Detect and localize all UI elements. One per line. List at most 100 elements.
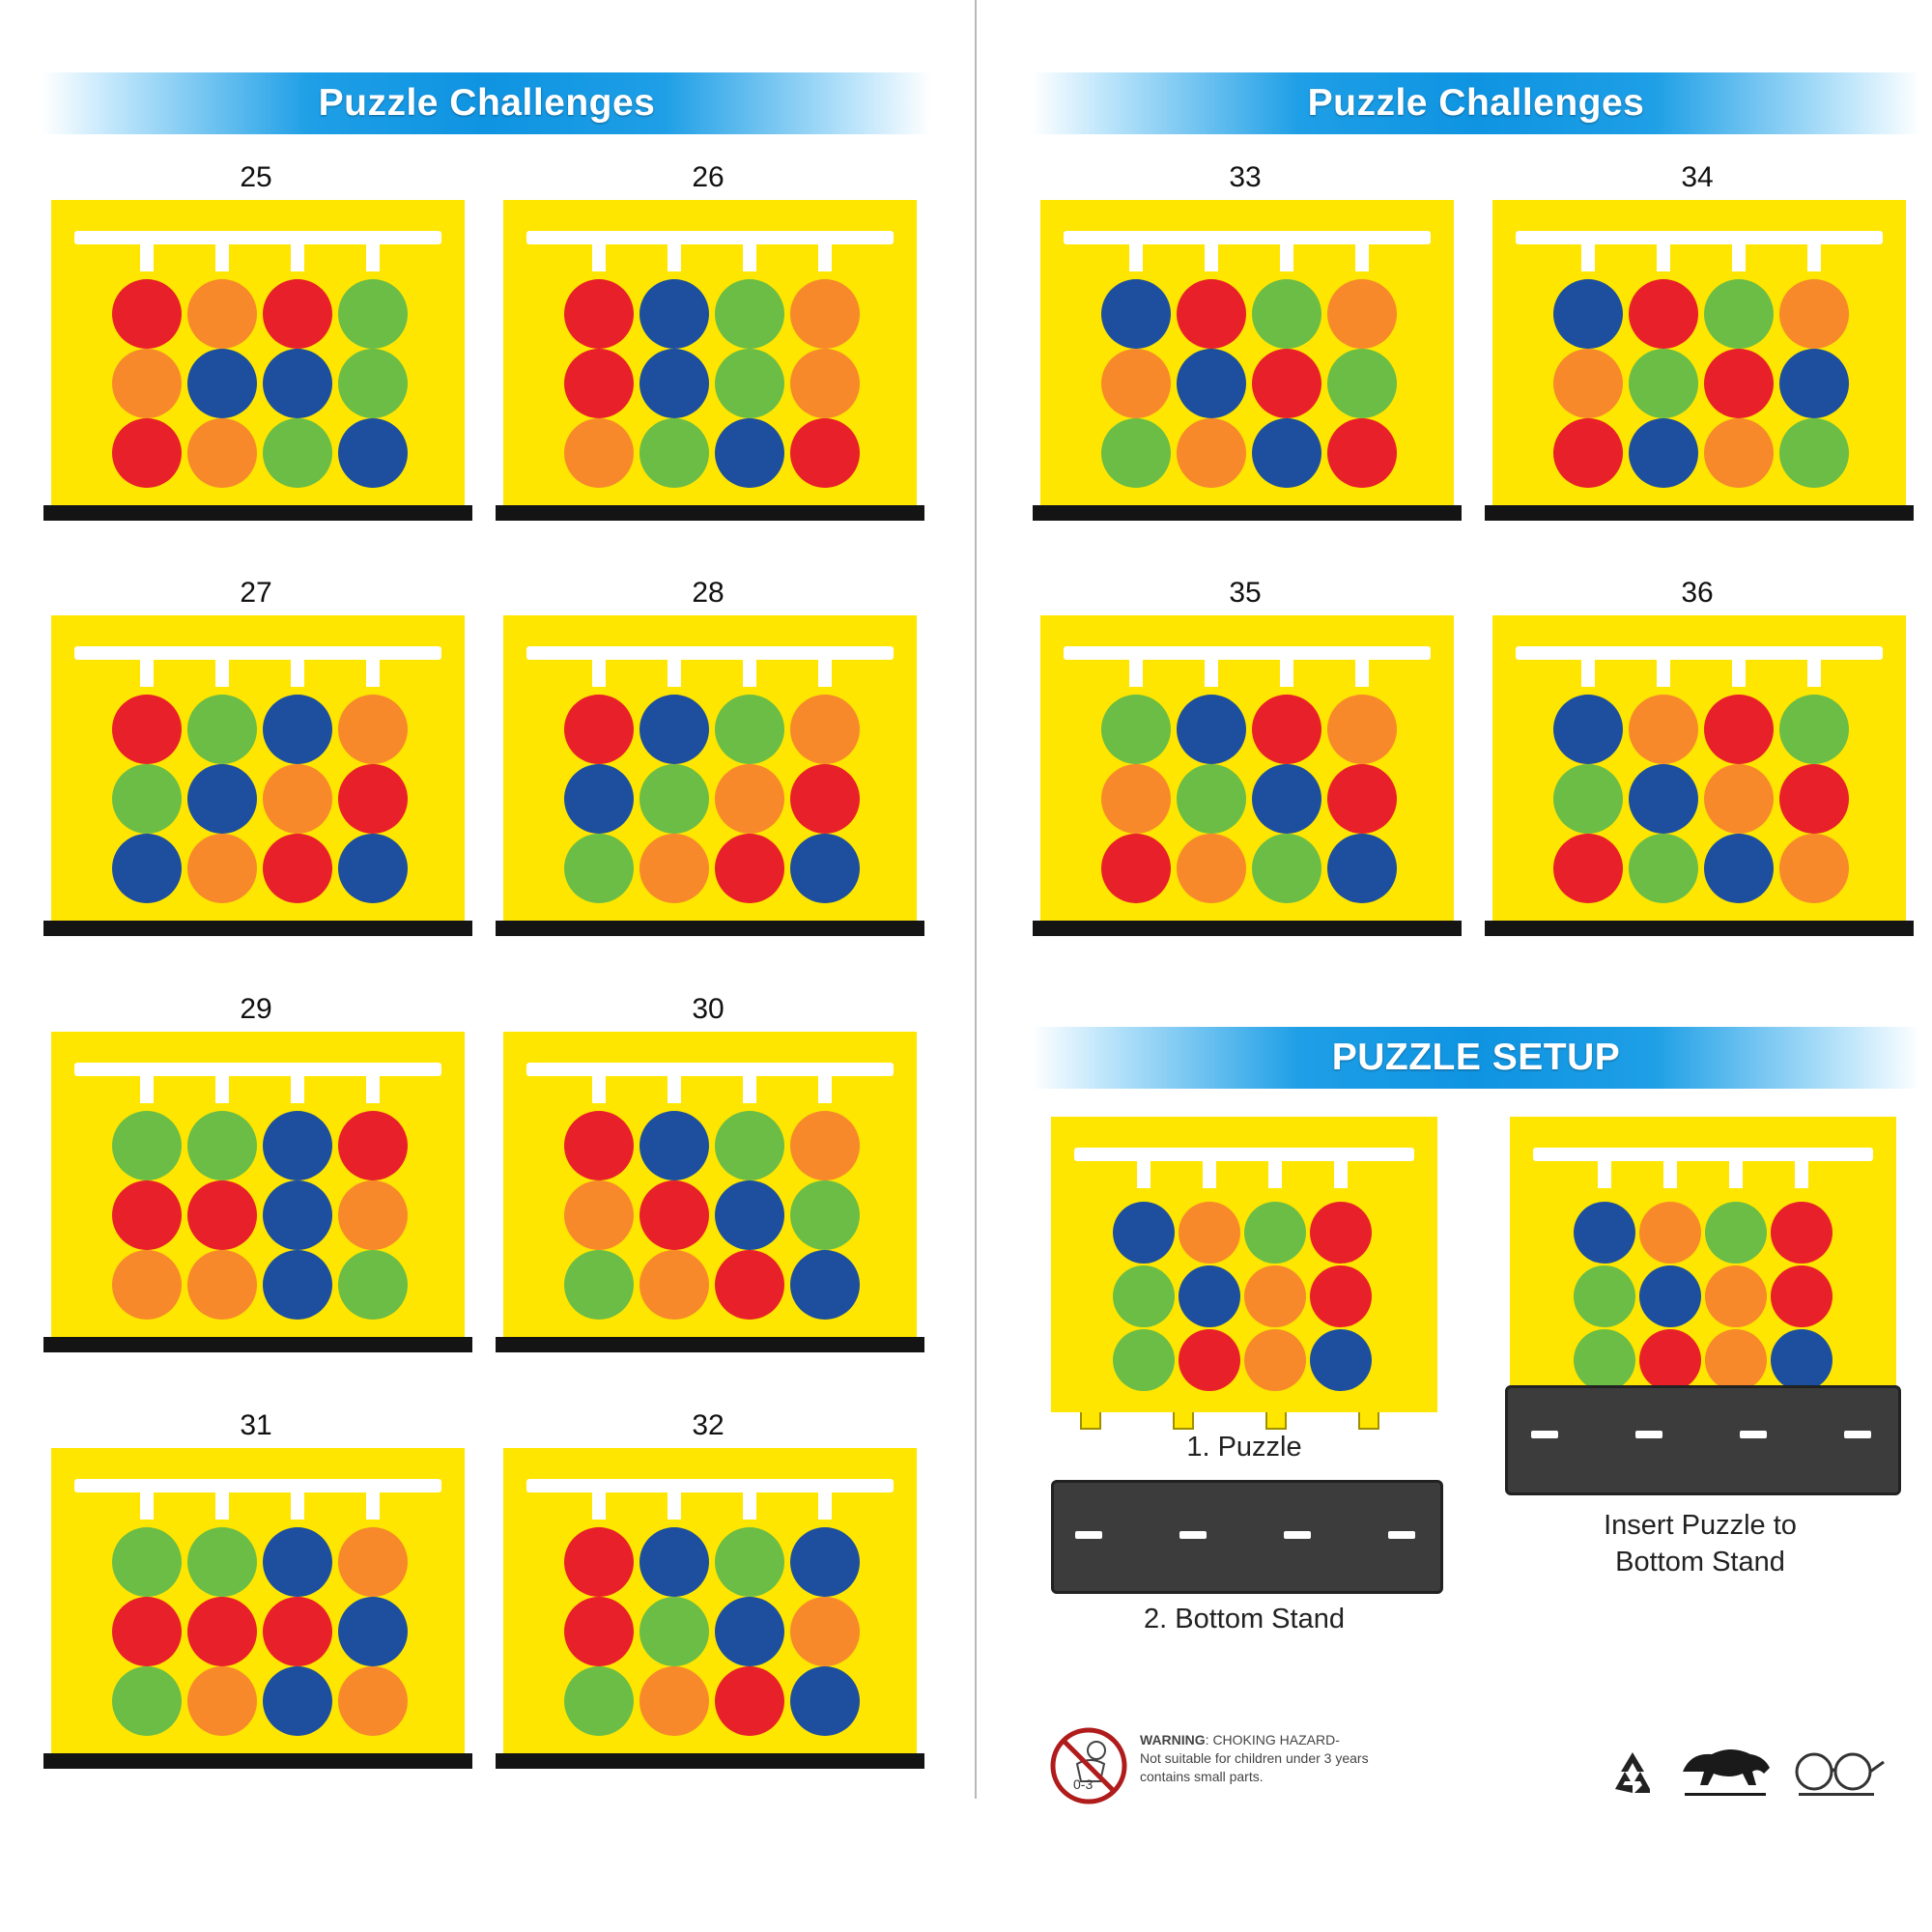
ball-green[interactable] <box>1629 349 1698 418</box>
ball-orange[interactable] <box>1177 418 1246 488</box>
ball-orange[interactable] <box>1179 1202 1240 1264</box>
ball-blue[interactable] <box>1179 1265 1240 1327</box>
ball-blue[interactable] <box>187 349 257 418</box>
ball-blue[interactable] <box>1310 1329 1372 1391</box>
ball-blue[interactable] <box>263 1527 332 1597</box>
ball-green[interactable] <box>564 834 634 903</box>
ball-orange[interactable] <box>187 1250 257 1320</box>
puzzle-card-28[interactable] <box>503 615 917 923</box>
ball-orange[interactable] <box>1327 695 1397 764</box>
ball-red[interactable] <box>112 1180 182 1250</box>
ball-red[interactable] <box>338 764 408 834</box>
ball-green[interactable] <box>1252 834 1321 903</box>
ball-orange[interactable] <box>338 695 408 764</box>
ball-green[interactable] <box>338 349 408 418</box>
ball-blue[interactable] <box>1177 349 1246 418</box>
ball-green[interactable] <box>263 418 332 488</box>
ball-blue[interactable] <box>1252 418 1321 488</box>
ball-green[interactable] <box>112 1527 182 1597</box>
ball-blue[interactable] <box>1553 695 1623 764</box>
ball-green[interactable] <box>112 764 182 834</box>
ball-red[interactable] <box>263 1597 332 1666</box>
ball-green[interactable] <box>1327 349 1397 418</box>
ball-orange[interactable] <box>639 1666 709 1736</box>
ball-green[interactable] <box>564 1250 634 1320</box>
ball-red[interactable] <box>338 1111 408 1180</box>
puzzle-card-29[interactable] <box>51 1032 465 1339</box>
ball-blue[interactable] <box>790 834 860 903</box>
ball-green[interactable] <box>639 1597 709 1666</box>
ball-red[interactable] <box>1779 764 1849 834</box>
ball-orange[interactable] <box>790 349 860 418</box>
ball-orange[interactable] <box>564 418 634 488</box>
ball-red[interactable] <box>1101 834 1171 903</box>
ball-red[interactable] <box>564 1527 634 1597</box>
ball-green[interactable] <box>564 1666 634 1736</box>
puzzle-card-26[interactable] <box>503 200 917 507</box>
ball-blue[interactable] <box>639 1527 709 1597</box>
ball-green[interactable] <box>1113 1329 1175 1391</box>
ball-green[interactable] <box>639 764 709 834</box>
ball-orange[interactable] <box>1779 279 1849 349</box>
ball-green[interactable] <box>1705 1202 1767 1264</box>
ball-blue[interactable] <box>790 1666 860 1736</box>
ball-orange[interactable] <box>338 1666 408 1736</box>
ball-green[interactable] <box>715 695 784 764</box>
ball-red[interactable] <box>639 1180 709 1250</box>
ball-green[interactable] <box>187 1527 257 1597</box>
ball-orange[interactable] <box>790 1597 860 1666</box>
ball-blue[interactable] <box>564 764 634 834</box>
ball-blue[interactable] <box>715 1180 784 1250</box>
ball-red[interactable] <box>790 764 860 834</box>
ball-orange[interactable] <box>639 834 709 903</box>
ball-blue[interactable] <box>263 1666 332 1736</box>
ball-red[interactable] <box>1310 1202 1372 1264</box>
ball-blue[interactable] <box>338 834 408 903</box>
ball-red[interactable] <box>112 695 182 764</box>
ball-red[interactable] <box>112 279 182 349</box>
ball-red[interactable] <box>564 1111 634 1180</box>
ball-green[interactable] <box>715 1111 784 1180</box>
ball-blue[interactable] <box>1101 279 1171 349</box>
ball-red[interactable] <box>1553 418 1623 488</box>
ball-blue[interactable] <box>1327 834 1397 903</box>
ball-red[interactable] <box>1639 1329 1701 1391</box>
ball-green[interactable] <box>715 349 784 418</box>
ball-orange[interactable] <box>1244 1329 1306 1391</box>
ball-blue[interactable] <box>187 764 257 834</box>
ball-red[interactable] <box>1704 349 1774 418</box>
ball-red[interactable] <box>263 279 332 349</box>
ball-blue[interactable] <box>639 695 709 764</box>
ball-green[interactable] <box>1779 695 1849 764</box>
ball-green[interactable] <box>1704 279 1774 349</box>
ball-orange[interactable] <box>1704 418 1774 488</box>
ball-green[interactable] <box>1244 1202 1306 1264</box>
ball-red[interactable] <box>715 1250 784 1320</box>
ball-orange[interactable] <box>187 279 257 349</box>
ball-green[interactable] <box>639 418 709 488</box>
ball-orange[interactable] <box>338 1527 408 1597</box>
ball-red[interactable] <box>1310 1265 1372 1327</box>
ball-green[interactable] <box>112 1111 182 1180</box>
ball-blue[interactable] <box>1553 279 1623 349</box>
ball-green[interactable] <box>1553 764 1623 834</box>
ball-green[interactable] <box>790 1180 860 1250</box>
ball-blue[interactable] <box>1779 349 1849 418</box>
ball-red[interactable] <box>564 1597 634 1666</box>
puzzle-card-34[interactable] <box>1492 200 1906 507</box>
ball-orange[interactable] <box>1101 349 1171 418</box>
ball-blue[interactable] <box>715 418 784 488</box>
ball-green[interactable] <box>1101 695 1171 764</box>
ball-green[interactable] <box>1779 418 1849 488</box>
ball-orange[interactable] <box>790 695 860 764</box>
ball-red[interactable] <box>1177 279 1246 349</box>
ball-blue[interactable] <box>263 1111 332 1180</box>
ball-blue[interactable] <box>263 349 332 418</box>
ball-green[interactable] <box>1177 764 1246 834</box>
ball-orange[interactable] <box>715 764 784 834</box>
ball-orange[interactable] <box>1705 1329 1767 1391</box>
ball-orange[interactable] <box>564 1180 634 1250</box>
ball-red[interactable] <box>187 1597 257 1666</box>
puzzle-card-36[interactable] <box>1492 615 1906 923</box>
ball-blue[interactable] <box>1177 695 1246 764</box>
